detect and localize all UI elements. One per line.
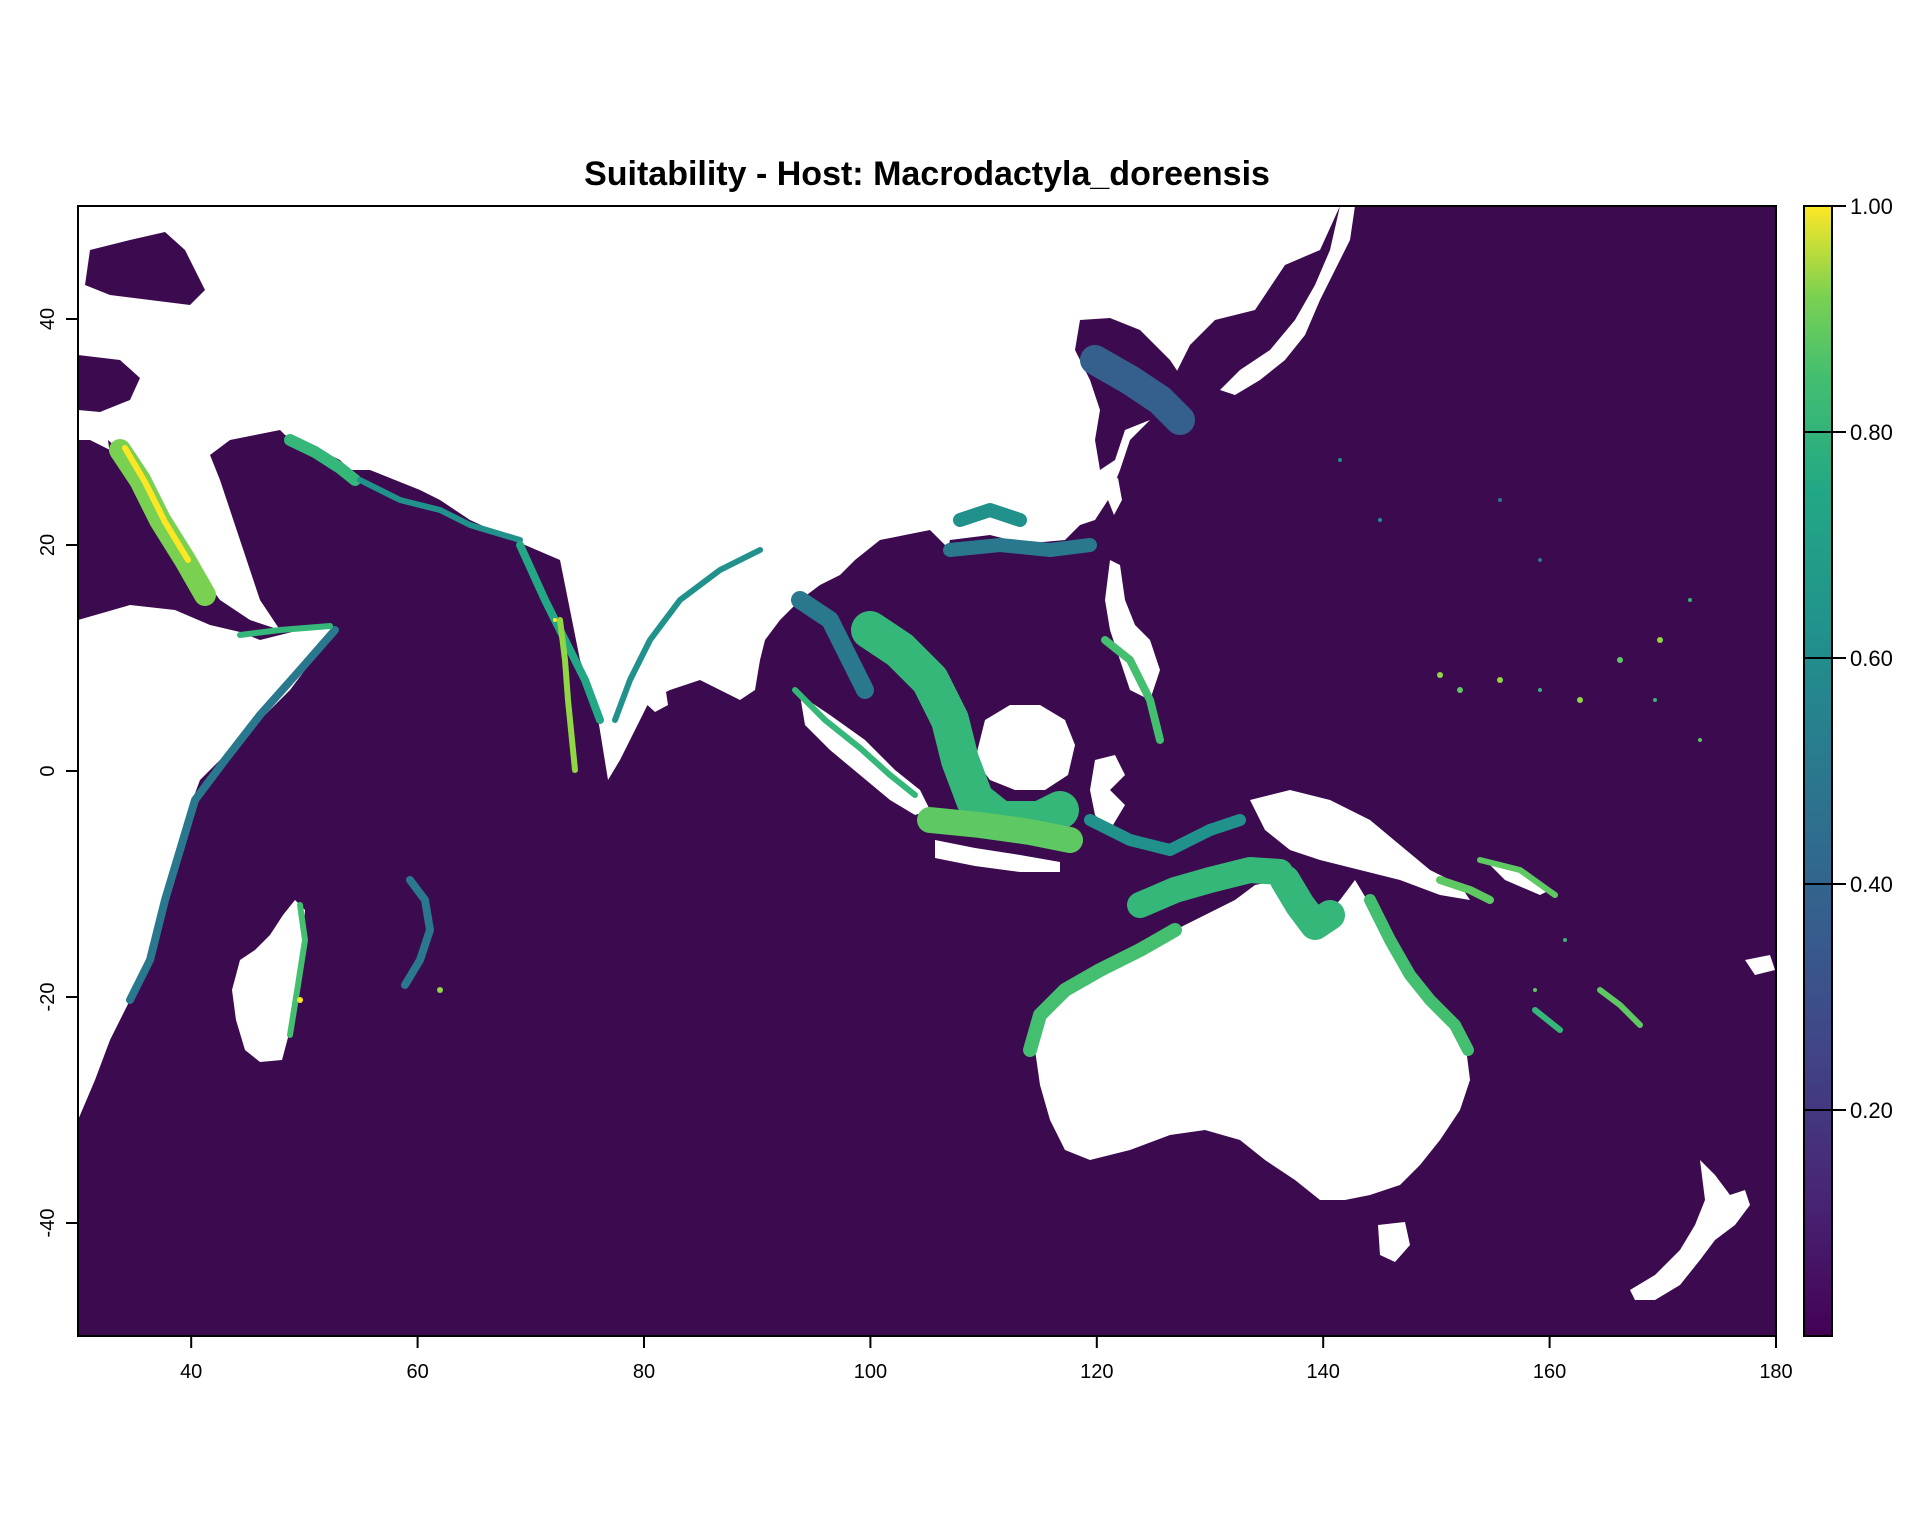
reef-dot [1688, 598, 1692, 602]
band-red-sea [109, 439, 216, 606]
land-africa [78, 605, 335, 1120]
band-india-east [612, 547, 763, 723]
band-gulf-carpentaria [1270, 865, 1345, 940]
sea-south-china [940, 535, 1105, 700]
y-tick-label: 0 [37, 765, 59, 776]
x-tick-label: 100 [854, 1361, 887, 1383]
band-south-china-sea [943, 538, 1097, 557]
band-java-sea [917, 807, 1083, 853]
x-axis: 40 60 80 100 120 140 160 180 [180, 1336, 1793, 1383]
reef-dot [1657, 637, 1663, 643]
map-panel [78, 206, 1776, 1336]
band-red-sea-core [122, 445, 191, 563]
band-arabia [357, 477, 523, 543]
land-taiwan [1108, 478, 1122, 515]
reef-dot [1498, 498, 1502, 502]
x-tick-label: 180 [1759, 1361, 1792, 1383]
band-madagascar [287, 902, 308, 1038]
reef-dot [1577, 697, 1583, 703]
band-philippines [1101, 636, 1164, 744]
sea-black-sea [85, 232, 205, 305]
reef-dot [1563, 938, 1567, 942]
land-sri-lanka [640, 665, 668, 712]
band-solomon [1477, 857, 1558, 898]
band-gulf-thailand [791, 591, 874, 699]
sea-mediterranean-east [78, 355, 140, 412]
land-asia [78, 206, 1340, 780]
x-tick-label: 140 [1307, 1361, 1340, 1383]
land-japan [1220, 206, 1355, 395]
land-borneo [975, 705, 1075, 790]
legend-tick-label: 0.80 [1850, 420, 1893, 445]
x-tick-label: 160 [1533, 1361, 1566, 1383]
reef-dot [1698, 738, 1702, 742]
y-tick-label: -40 [37, 1209, 59, 1238]
coastal-suitability [109, 345, 1643, 1057]
band-sumatra-west [792, 687, 918, 798]
reef-dot [1497, 677, 1503, 683]
reef-dot [1617, 657, 1623, 663]
land-new-zealand [1630, 1160, 1750, 1300]
band-vanuatu [1597, 987, 1643, 1028]
band-maldives [557, 617, 578, 773]
land-sulawesi [1090, 755, 1125, 830]
land-philippines [1105, 560, 1160, 700]
legend-tick-label: 0.60 [1850, 646, 1893, 671]
legend-tick-label: 0.40 [1850, 872, 1893, 897]
reef-dot [1338, 458, 1342, 462]
band-gulf-tonkin [953, 503, 1027, 527]
y-axis: 40 20 0 -20 -40 [37, 308, 78, 1238]
y-tick-label: 20 [37, 534, 59, 556]
y-tick-label: -20 [37, 983, 59, 1012]
land-masses [78, 206, 1775, 1300]
reef-dot [1538, 688, 1542, 692]
band-africa-horn [237, 623, 333, 638]
band-new-caledonia [1532, 1007, 1563, 1033]
colorbar-ticks: 1.00 0.80 0.60 0.40 0.20 [1804, 194, 1893, 1123]
land-madagascar [232, 900, 305, 1062]
band-australia-nw [1127, 857, 1293, 918]
band-australia-east [1364, 894, 1474, 1056]
reef-dot [1653, 698, 1657, 702]
band-africa-east [126, 626, 339, 1004]
band-yellow-sea [1080, 345, 1195, 435]
colorbar-gradient [1803, 205, 1833, 1337]
reef-dot [437, 987, 443, 993]
land-java [935, 840, 1060, 872]
reef-dot [1437, 672, 1443, 678]
land-australia [1035, 880, 1470, 1200]
reef-dot [1457, 687, 1463, 693]
band-seychelles [401, 876, 434, 989]
reef-dot [1378, 518, 1382, 522]
land-new-guinea [1250, 790, 1470, 900]
y-tick-label: 40 [37, 308, 59, 330]
band-persian-gulf [284, 434, 361, 486]
x-tick-label: 60 [406, 1361, 428, 1383]
band-australia-west [1023, 923, 1182, 1057]
land-fiji [1745, 955, 1775, 975]
x-tick-label: 80 [633, 1361, 655, 1383]
legend-tick-label: 1.00 [1850, 194, 1893, 219]
reef-dot [553, 618, 557, 622]
land-solomon [1485, 860, 1550, 895]
reef-dot [297, 997, 303, 1003]
legend-colorbar: 1.00 0.80 0.60 0.40 0.20 [1803, 194, 1893, 1337]
band-coral-sea [1436, 876, 1494, 904]
map-title: Suitability - Host: Macrodactyla_doreens… [584, 155, 1270, 193]
reef-dot [1533, 988, 1537, 992]
legend-tick-label: 0.20 [1850, 1098, 1893, 1123]
land-tasmania [1378, 1222, 1410, 1262]
band-banda-sea [1084, 814, 1246, 856]
x-tick-label: 40 [180, 1361, 202, 1383]
reef-dots [297, 458, 1702, 1003]
x-tick-label: 120 [1080, 1361, 1113, 1383]
reef-dot [1538, 558, 1542, 562]
